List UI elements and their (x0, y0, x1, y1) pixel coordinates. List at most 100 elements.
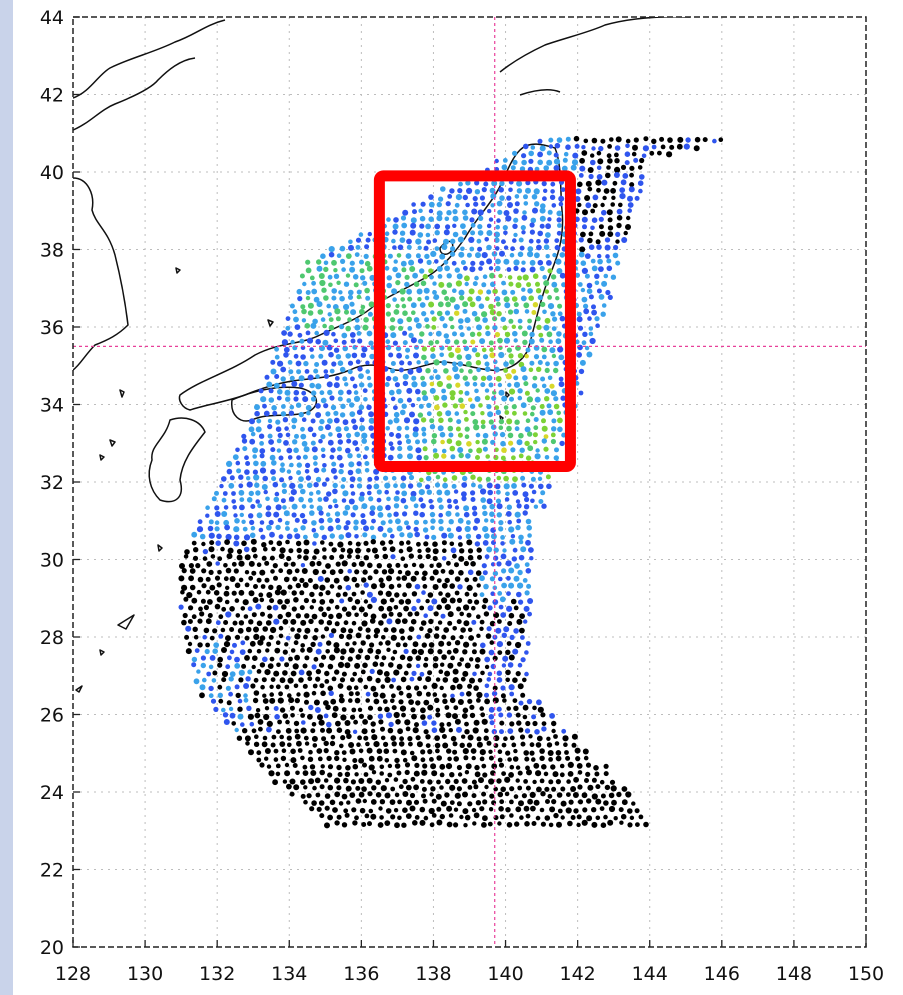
scatter-point (373, 483, 380, 490)
scatter-point (481, 347, 487, 353)
scatter-point (429, 418, 435, 424)
scatter-point (250, 504, 256, 509)
scatter-point (472, 196, 478, 202)
scatter-point (514, 563, 520, 569)
scatter-point (457, 361, 464, 367)
scatter-point (522, 578, 528, 583)
scatter-point (373, 741, 380, 748)
scatter-point (479, 648, 486, 655)
scatter-point (433, 633, 440, 639)
scatter-point (462, 707, 469, 714)
scatter-point (419, 779, 425, 784)
scatter-point (257, 503, 262, 509)
scatter-point (467, 627, 473, 633)
scatter-point (237, 706, 243, 712)
scatter-point (508, 582, 515, 589)
scatter-point (533, 425, 539, 431)
scatter-point (281, 330, 287, 336)
scatter-point (296, 369, 302, 375)
scatter-point (362, 762, 367, 768)
scatter-point (472, 642, 477, 647)
scatter-point (517, 353, 524, 359)
scatter-point (297, 483, 304, 489)
scatter-point (400, 215, 407, 221)
scatter-point (317, 714, 323, 721)
scatter-point (454, 718, 461, 725)
scatter-point (453, 373, 460, 380)
scatter-point (508, 684, 515, 691)
scatter-point (514, 194, 520, 199)
scatter-point (225, 635, 231, 642)
scatter-point (479, 619, 485, 625)
scatter-point (250, 431, 256, 437)
scatter-point (591, 807, 597, 813)
scatter-point (222, 712, 229, 718)
scatter-point (517, 662, 523, 668)
scatter-point (434, 742, 441, 749)
scatter-point (287, 455, 293, 460)
scatter-point (485, 296, 490, 302)
scatter-point (301, 308, 307, 315)
scatter-point (466, 691, 472, 697)
scatter-point (342, 490, 349, 497)
scatter-point (269, 531, 275, 538)
scatter-point (378, 620, 384, 626)
scatter-point (639, 174, 645, 180)
scatter-point (524, 390, 530, 396)
scatter-point (332, 807, 338, 813)
scatter-point (273, 575, 278, 581)
scatter-point (456, 419, 462, 425)
scatter-point (455, 280, 462, 287)
scatter-point (266, 605, 272, 611)
scatter-point (283, 352, 289, 358)
scatter-point (532, 273, 539, 280)
scatter-point (491, 800, 497, 806)
scatter-point (511, 296, 518, 302)
scatter-point (286, 735, 292, 741)
scatter-point (304, 613, 310, 619)
scatter-point (296, 740, 302, 747)
scatter-point (327, 418, 333, 424)
scatter-point (299, 590, 305, 596)
scatter-point (275, 504, 282, 511)
scatter-point (408, 474, 415, 481)
scatter-point (539, 207, 546, 214)
scatter-point (475, 352, 481, 358)
scatter-point (360, 669, 366, 675)
scatter-point (244, 635, 250, 641)
scatter-point (225, 611, 232, 618)
scatter-point (236, 735, 243, 741)
scatter-point (223, 719, 230, 725)
scatter-point (579, 165, 586, 172)
scatter-point (367, 490, 372, 496)
scatter-point (311, 800, 317, 806)
scatter-point (457, 661, 462, 667)
scatter-point (488, 303, 494, 310)
scatter-point (498, 526, 504, 532)
scatter-point (587, 784, 594, 791)
scatter-point (462, 808, 469, 815)
scatter-point (502, 225, 508, 231)
scatter-point (422, 273, 428, 280)
scatter-point (521, 287, 526, 292)
scatter-point (289, 375, 295, 381)
scatter-point (388, 583, 395, 590)
scatter-point (208, 685, 214, 692)
scatter-point (529, 222, 535, 228)
scatter-point (404, 762, 411, 768)
scatter-point (459, 742, 465, 748)
scatter-point (386, 496, 391, 502)
scatter-point (609, 779, 616, 785)
scatter-point (571, 159, 579, 166)
scatter-point (293, 683, 299, 689)
scatter-point (320, 634, 326, 639)
scatter-point (254, 404, 260, 411)
scatter-point (352, 641, 357, 646)
scatter-point (416, 634, 422, 640)
scatter-point (273, 670, 280, 677)
scatter-point (509, 813, 514, 818)
scatter-point (348, 498, 355, 505)
scatter-point (507, 382, 512, 388)
scatter-point (405, 685, 412, 691)
scatter-point (497, 757, 503, 763)
